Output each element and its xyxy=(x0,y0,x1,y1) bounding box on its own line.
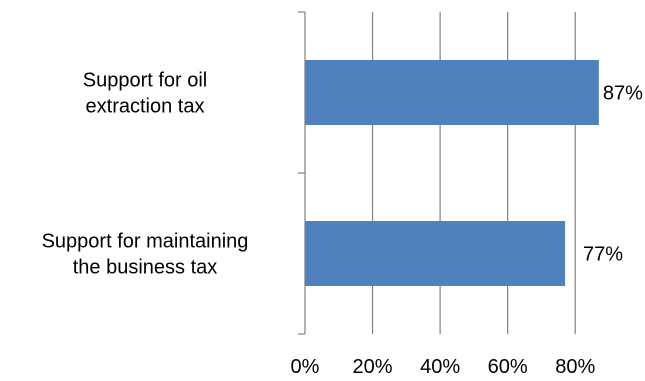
category-label-1-line-1: the business tax xyxy=(73,257,218,279)
x-tick-label-2: 40% xyxy=(420,356,460,378)
bars xyxy=(305,60,599,286)
category-label-1-line-0: Support for maintaining xyxy=(42,231,249,253)
data-label-1: 77% xyxy=(583,244,623,266)
bar-0 xyxy=(305,60,599,125)
y-axis xyxy=(298,11,306,335)
category-labels: Support for oil extraction tax Support for… xyxy=(42,70,249,279)
x-tick-label-1: 20% xyxy=(353,356,393,378)
x-tick-label-3: 60% xyxy=(488,356,528,378)
category-label-0-line-1: extraction tax xyxy=(86,96,205,118)
category-label-0-line-0: Support for oil xyxy=(83,70,208,92)
x-tick-label-0: 0% xyxy=(291,356,320,378)
x-tick-label-4: 80% xyxy=(555,356,595,378)
data-labels: 87% 77% xyxy=(583,83,643,266)
bar-1 xyxy=(305,221,566,286)
x-tick-labels: 0% 20% 40% 60% 80% xyxy=(291,356,596,378)
data-label-0: 87% xyxy=(603,83,643,105)
